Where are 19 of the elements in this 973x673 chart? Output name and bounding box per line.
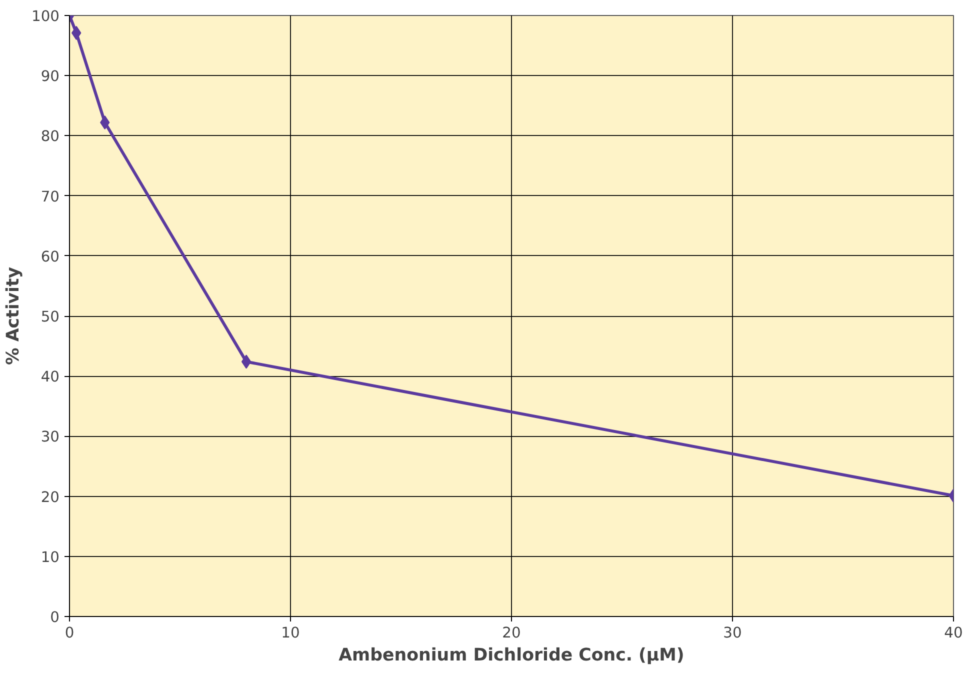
y-axis-title: % Activity [4, 266, 24, 366]
y-tick-label: 90 [40, 68, 60, 86]
y-tick-label: 80 [40, 128, 60, 146]
x-axis-title: Ambenonium Dichloride Conc. (µM) [338, 646, 684, 666]
x-tick-label: 0 [64, 624, 74, 642]
y-tick-label: 30 [40, 428, 60, 446]
y-tick-label: 100 [32, 8, 60, 25]
x-tick-label: 10 [281, 624, 300, 642]
y-tick-label: 70 [40, 188, 60, 206]
y-tick-label: 10 [40, 548, 60, 566]
y-tick-label: 60 [40, 248, 60, 266]
x-tick-label: 40 [944, 624, 963, 642]
y-tick-label: 20 [40, 488, 60, 506]
y-tick-label: 40 [40, 368, 60, 386]
y-tick-label: 0 [50, 609, 60, 626]
point [241, 354, 252, 369]
y-tick-label: 50 [40, 308, 60, 326]
x-tick-label: 20 [502, 624, 521, 642]
x-tick-label: 30 [723, 624, 742, 642]
